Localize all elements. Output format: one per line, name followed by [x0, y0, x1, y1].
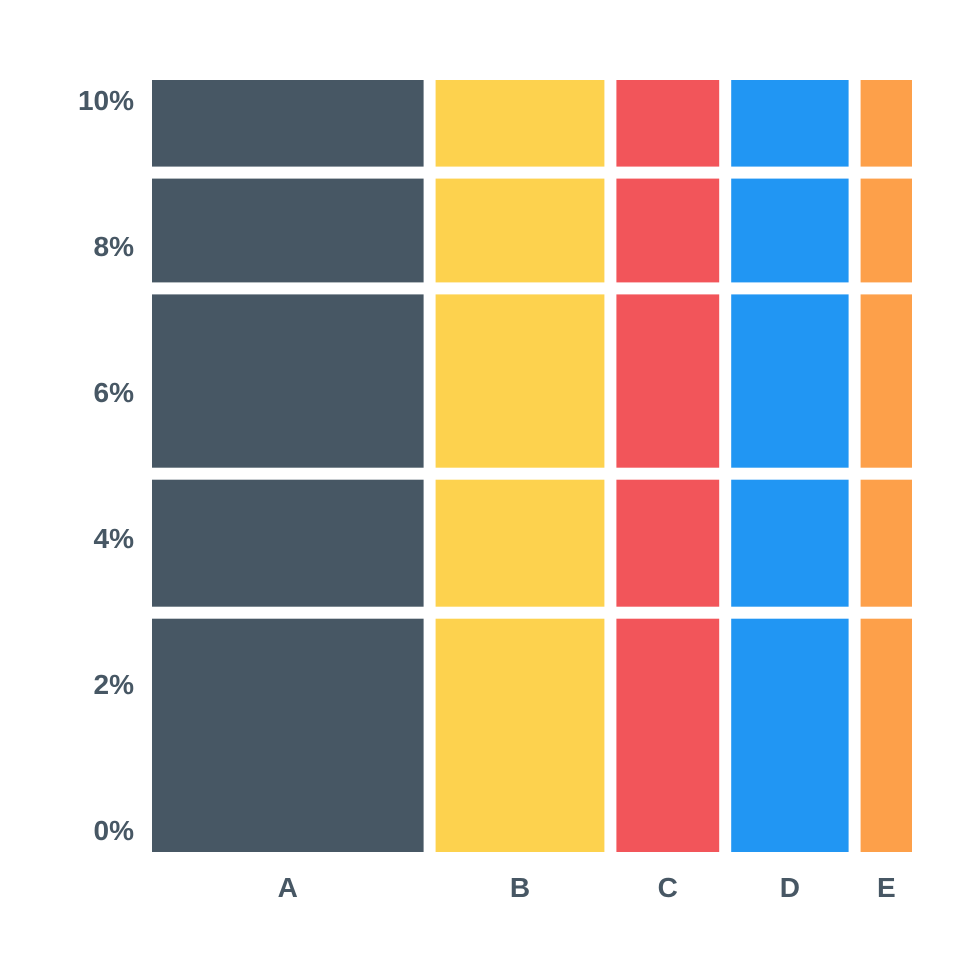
y-axis-tick-labels: 0% 2% 4% 6% 8% 10% [78, 85, 134, 846]
tile-e-row-1 [860, 618, 912, 852]
tile-a-row-5 [152, 80, 424, 167]
tile-a-row-1 [152, 618, 424, 852]
tile-e-row-5 [860, 80, 912, 167]
category-label-d: D [780, 872, 800, 903]
tile-a-row-4 [152, 178, 424, 283]
tile-e-row-3 [860, 294, 912, 468]
category-label-c: C [658, 872, 678, 903]
tile-a-row-2 [152, 479, 424, 607]
y-tick-label: 4% [94, 523, 135, 554]
x-axis-category-labels: A B C D E [278, 872, 896, 903]
tile-d-row-1 [731, 618, 849, 852]
tile-d-row-5 [731, 80, 849, 167]
y-tick-label: 2% [94, 669, 135, 700]
tile-d-row-3 [731, 294, 849, 468]
tile-c-row-3 [616, 294, 720, 468]
y-tick-label: 0% [94, 815, 135, 846]
chart-tiles [152, 80, 912, 852]
tile-b-row-4 [435, 178, 605, 283]
tile-b-row-1 [435, 618, 605, 852]
tile-b-row-3 [435, 294, 605, 468]
y-tick-label: 8% [94, 231, 135, 262]
category-label-a: A [278, 872, 298, 903]
tile-b-row-5 [435, 80, 605, 167]
category-label-b: B [510, 872, 530, 903]
tile-e-row-2 [860, 479, 912, 607]
tile-b-row-2 [435, 479, 605, 607]
tile-d-row-2 [731, 479, 849, 607]
y-tick-label: 6% [94, 377, 135, 408]
tile-c-row-2 [616, 479, 720, 607]
category-label-e: E [877, 872, 896, 903]
tile-c-row-4 [616, 178, 720, 283]
tile-e-row-4 [860, 178, 912, 283]
tile-c-row-5 [616, 80, 720, 167]
tile-d-row-4 [731, 178, 849, 283]
y-tick-label: 10% [78, 85, 134, 116]
tile-a-row-3 [152, 294, 424, 468]
tile-c-row-1 [616, 618, 720, 852]
